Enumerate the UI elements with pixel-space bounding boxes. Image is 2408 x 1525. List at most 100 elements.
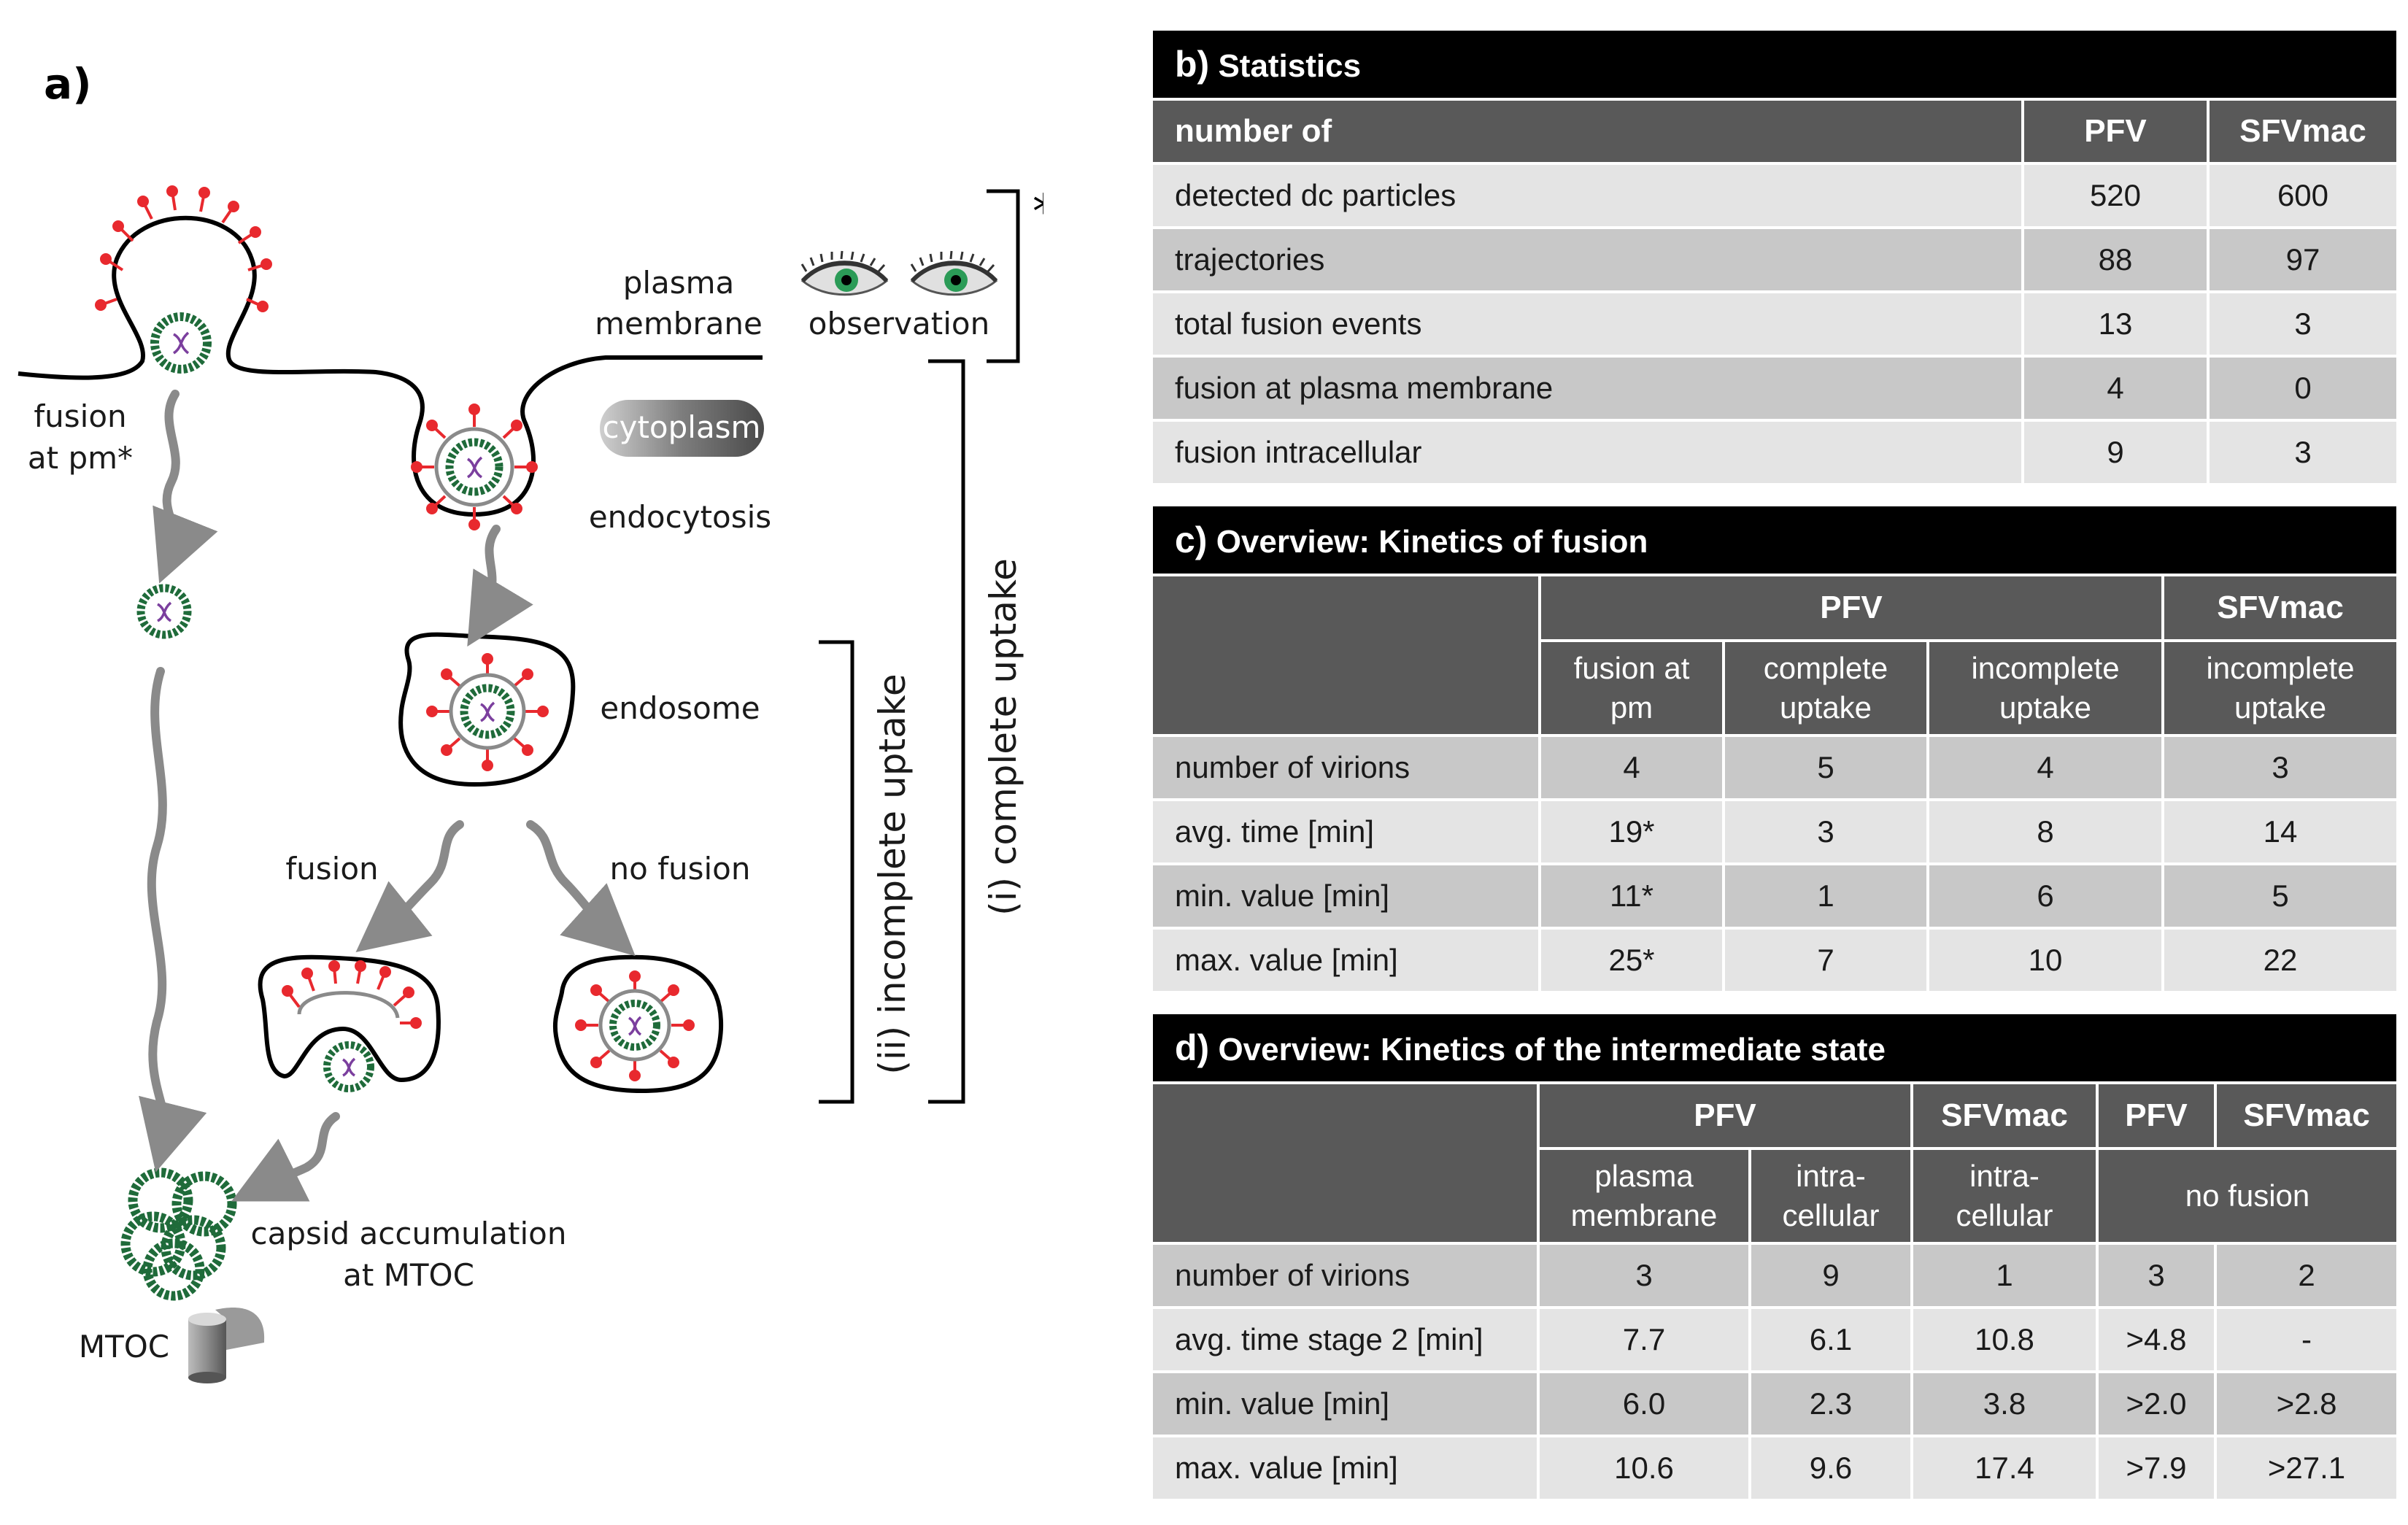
row-label: total fusion events [1150, 290, 2024, 358]
table-cell: 4 [1538, 734, 1725, 801]
table-row: max. value [min] 25* 7 10 22 [1150, 927, 2400, 994]
incomplete-uptake-label: (ii) incomplete uptake [871, 673, 914, 1074]
sub-header: incomplete uptake [1926, 639, 2164, 737]
endocytosis-label: endocytosis [589, 499, 771, 535]
column-header: number of [1150, 98, 2024, 165]
row-label: detected dc particles [1150, 162, 2024, 229]
fusion-at-pm-label: fusion [34, 398, 126, 434]
table-row: number of virions 3 9 1 3 2 [1150, 1242, 2400, 1309]
mtoc-label: MTOC [79, 1329, 169, 1364]
panel-a-label: a) [44, 59, 92, 109]
table-cell: 9.6 [1748, 1435, 1913, 1502]
table-cell: 17.4 [1910, 1435, 2099, 1502]
table-cell: 9 [2021, 419, 2210, 486]
sub-header: no fusion [2095, 1147, 2400, 1245]
table-cell: 3 [1722, 798, 1929, 865]
capsid-accumulation-label: at MTOC [343, 1257, 474, 1293]
table-cell: 4 [1926, 734, 2164, 801]
table-cell: 10 [1926, 927, 2164, 994]
table-row: avg. time stage 2 [min] 7.7 6.1 10.8 >4.… [1150, 1306, 2400, 1373]
eye-icon [910, 250, 998, 296]
row-label: trajectories [1150, 226, 2024, 293]
table-cell: 3 [2207, 290, 2399, 358]
table-cell: 19* [1538, 798, 1725, 865]
table-cell: - [2213, 1306, 2400, 1373]
row-label: avg. time [min] [1150, 798, 1541, 865]
table-cell: 3 [2207, 419, 2399, 486]
table-cell: 0 [2207, 355, 2399, 422]
virion-endocytic-pit [411, 404, 538, 530]
intermediate-state-table: d) Overview: Kinetics of the intermediat… [1149, 1011, 2400, 1502]
table-row: fusion at plasma membrane 4 0 [1150, 355, 2399, 422]
plasma-membrane-label: plasma [623, 265, 735, 301]
cytoplasm-badge [600, 400, 764, 457]
table-cell: 10.6 [1537, 1435, 1751, 1502]
sub-header: intra-cellular [1748, 1147, 1913, 1245]
table-cell: >27.1 [2213, 1435, 2400, 1502]
table-cell: 5 [2161, 862, 2400, 930]
row-label: number of virions [1150, 1242, 1540, 1309]
table-row: max. value [min] 10.6 9.6 17.4 >7.9 >27.… [1150, 1435, 2400, 1502]
table-cell: 88 [2021, 226, 2210, 293]
fusion-label: fusion [285, 851, 378, 887]
table-cell: 3 [2161, 734, 2400, 801]
table-cell: 4 [2021, 355, 2210, 422]
incomplete-uptake-bracket [819, 640, 854, 1104]
table-cell: >7.9 [2096, 1435, 2217, 1502]
table-row: min. value [min] 6.0 2.3 3.8 >2.0 >2.8 [1150, 1370, 2400, 1437]
fusion-kinetics-table: c) Overview: Kinetics of fusion PFV SFVm… [1149, 503, 2400, 994]
sub-header: incomplete uptake [2161, 639, 2400, 737]
table-cell: 7.7 [1537, 1306, 1751, 1373]
budding-site-spikes [95, 185, 272, 312]
row-label: number of virions [1150, 734, 1541, 801]
corner-header [1150, 1081, 1540, 1245]
observation-label: observation [809, 306, 989, 341]
group-header: PFV [2096, 1081, 2217, 1150]
table-cell: 8 [1926, 798, 2164, 865]
table-title: d) Overview: Kinetics of the intermediat… [1149, 1011, 2400, 1084]
row-label: max. value [min] [1150, 1435, 1540, 1502]
column-header: PFV [2021, 98, 2210, 165]
group-header: SFVmac [2161, 574, 2400, 642]
table-cell: 22 [2161, 927, 2400, 994]
sub-header: plasma membrane [1537, 1147, 1751, 1245]
table-cell: 3.8 [1910, 1370, 2099, 1437]
statistics-table: b) Statistics number of PFV SFVmac detec… [1150, 28, 2399, 486]
sub-header: fusion at pm [1538, 639, 1725, 737]
capsid-accumulation [120, 1167, 237, 1301]
sub-header: complete uptake [1722, 639, 1929, 737]
table-cell: 2 [2213, 1242, 2400, 1309]
table-cell: 97 [2207, 226, 2399, 293]
plasma-membrane-label: membrane [595, 306, 763, 341]
table-cell: 3 [2096, 1242, 2217, 1309]
capsid-cytoplasmic [136, 584, 192, 639]
asterisk-label: * [1033, 185, 1043, 239]
no-fusion-label: no fusion [610, 851, 751, 887]
table-cell: 25* [1538, 927, 1725, 994]
capsid-budding [150, 312, 212, 374]
mtoc-icon [188, 1308, 265, 1383]
table-cell: 6.0 [1537, 1370, 1751, 1437]
table-cell: 6 [1926, 862, 2164, 930]
row-label: min. value [min] [1150, 1370, 1540, 1437]
fusion-at-pm-label: at pm* [28, 440, 133, 476]
table-title: b) Statistics [1150, 28, 2399, 101]
row-label: max. value [min] [1150, 927, 1541, 994]
table-cell: 13 [2021, 290, 2210, 358]
corner-header [1150, 574, 1541, 737]
table-cell: 2.3 [1748, 1370, 1913, 1437]
cytoplasm-label: cytoplasm [603, 409, 761, 445]
table-row: total fusion events 13 3 [1150, 290, 2399, 358]
table-row: number of virions 4 5 4 3 [1150, 734, 2400, 801]
table-cell: 10.8 [1910, 1306, 2099, 1373]
group-header: SFVmac [1910, 1081, 2099, 1150]
group-header: PFV [1537, 1081, 1913, 1150]
endosome-fusing [258, 954, 441, 1092]
table-cell: >2.8 [2213, 1370, 2400, 1437]
plasma-membrane-line [18, 215, 763, 517]
endosome-no-fusion [553, 954, 724, 1094]
table-cell: 3 [1537, 1242, 1751, 1309]
row-label: fusion at plasma membrane [1150, 355, 2024, 422]
observation-bracket [987, 189, 1020, 363]
table-cell: 11* [1538, 862, 1725, 930]
